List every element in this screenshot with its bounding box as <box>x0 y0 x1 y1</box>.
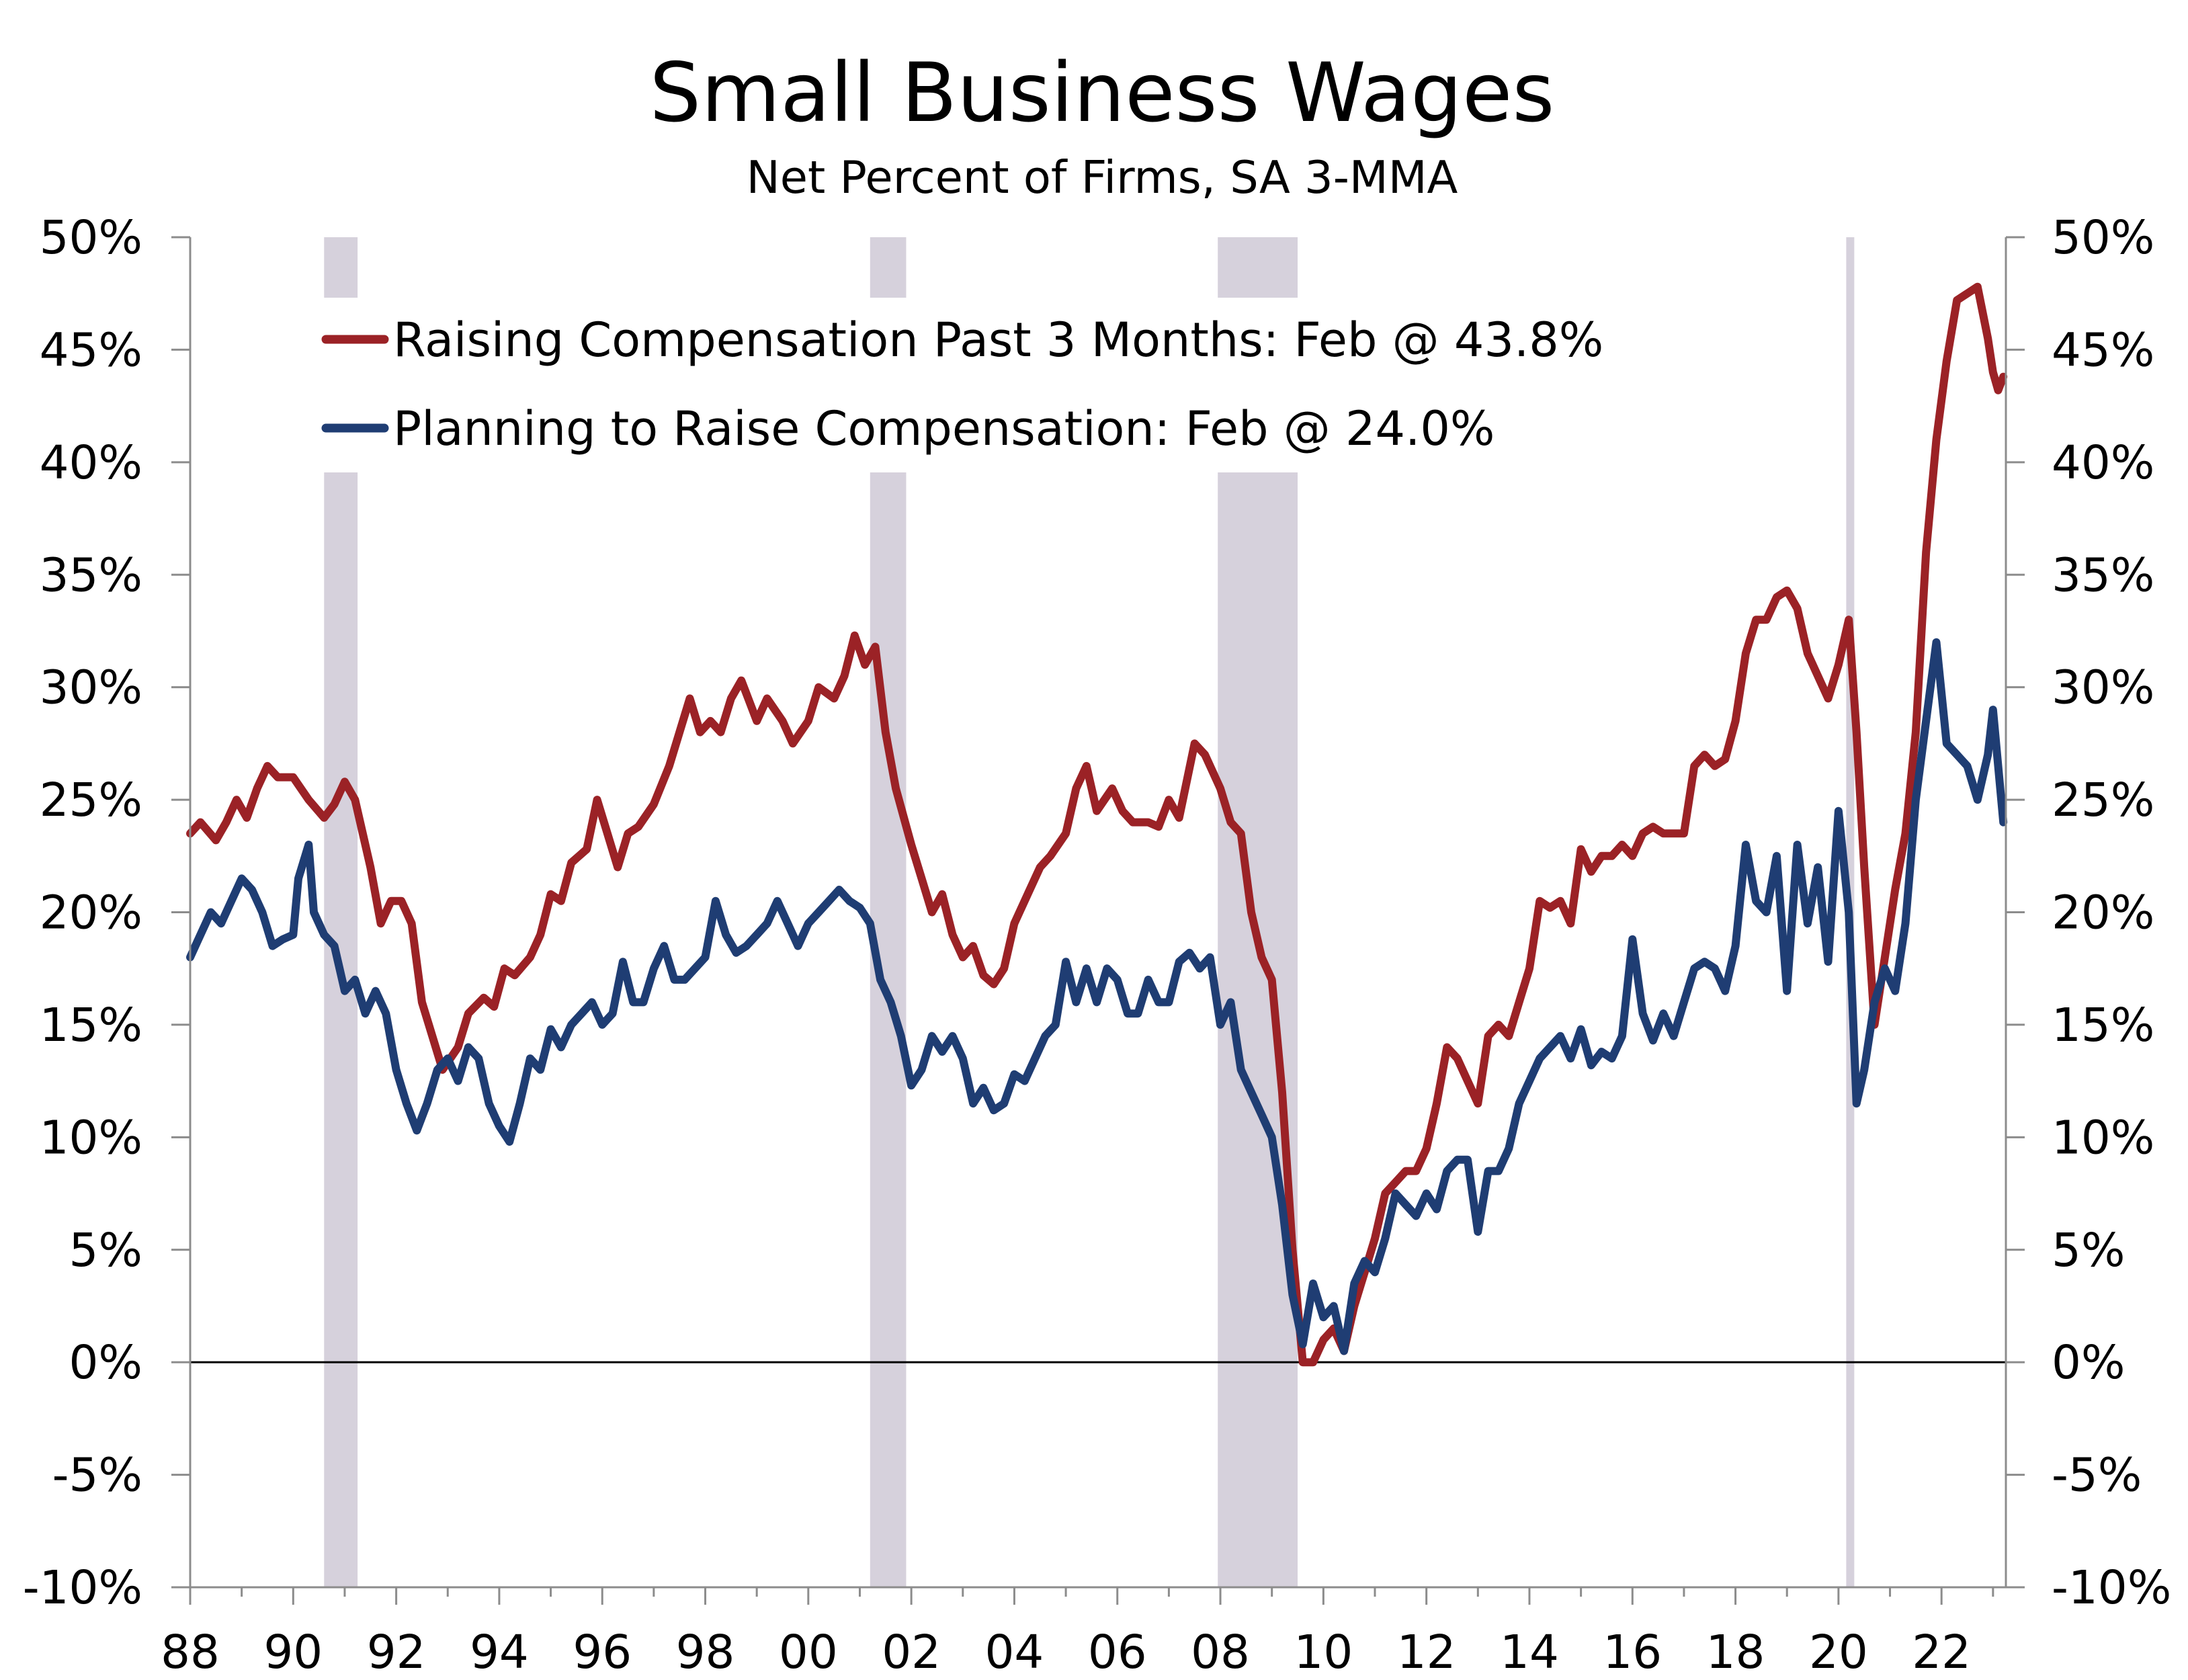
x-tick-label: 18 <box>1706 1626 1765 1679</box>
y-tick-label-right: 40% <box>2052 436 2154 490</box>
legend-label-raising: Raising Compensation Past 3 Months: Feb … <box>393 312 1603 368</box>
recession-band-1-top <box>870 237 907 298</box>
series-line-planning <box>186 638 2008 1355</box>
legend-label-planning: Planning to Raise Compensation: Feb @ 24… <box>393 401 1495 456</box>
series-lines <box>186 282 2008 1367</box>
y-tick-label-left: 0% <box>69 1336 142 1390</box>
x-tick-label: 04 <box>985 1626 1044 1679</box>
y-tick-label-left: 30% <box>40 661 142 715</box>
recession-band-2-bottom <box>1218 472 1298 1587</box>
y-tick-label-left: 25% <box>40 773 142 827</box>
x-tick-label: 20 <box>1809 1626 1868 1679</box>
x-tick-label: 98 <box>676 1626 735 1679</box>
x-tick-label: 10 <box>1294 1626 1353 1679</box>
chart-title: Small Business Wages <box>650 46 1555 140</box>
recession-band-0-top <box>324 237 358 298</box>
y-tick-label-right: -5% <box>2052 1449 2142 1503</box>
y-tick-label-right: 45% <box>2052 323 2154 377</box>
y-tick-label-right: -10% <box>2052 1561 2171 1615</box>
y-tick-label-right: 10% <box>2052 1111 2154 1165</box>
x-tick-label: 96 <box>573 1626 632 1679</box>
y-tick-label-right: 25% <box>2052 773 2154 827</box>
x-tick-label: 94 <box>470 1626 529 1679</box>
x-tick-label: 90 <box>263 1626 323 1679</box>
y-tick-label-right: 15% <box>2052 999 2154 1052</box>
y-tick-label-right: 35% <box>2052 548 2154 602</box>
legend: Raising Compensation Past 3 Months: Feb … <box>321 312 1603 456</box>
y-tick-label-left: -10% <box>23 1561 142 1615</box>
y-tick-label-left: 20% <box>40 886 142 940</box>
y-tick-label-left: 40% <box>40 436 142 490</box>
x-tick-label: 16 <box>1603 1626 1662 1679</box>
recession-bands <box>324 237 1855 1587</box>
x-tick-label: 92 <box>367 1626 426 1679</box>
y-tick-label-right: 5% <box>2052 1224 2125 1277</box>
y-tick-label-right: 0% <box>2052 1336 2125 1390</box>
y-tick-label-right: 20% <box>2052 886 2154 940</box>
x-tick-label: 12 <box>1397 1626 1456 1679</box>
chart-subtitle: Net Percent of Firms, SA 3-MMA <box>747 151 1458 204</box>
x-tick-label: 02 <box>882 1626 941 1679</box>
x-tick-label: 88 <box>161 1626 220 1679</box>
recession-band-0-bottom <box>324 472 358 1587</box>
y-tick-label-left: 10% <box>40 1111 142 1165</box>
y-tick-label-left: -5% <box>52 1449 142 1503</box>
y-tick-label-left: 5% <box>69 1224 142 1277</box>
y-tick-label-left: 45% <box>40 323 142 377</box>
x-tick-label: 00 <box>779 1626 838 1679</box>
x-tick-label: 06 <box>1088 1626 1147 1679</box>
x-tick-label: 14 <box>1500 1626 1559 1679</box>
x-tick-label: 22 <box>1912 1626 1971 1679</box>
y-tick-label-right: 50% <box>2052 211 2154 265</box>
axes: 50% 50% 45% 45% 40% 40% 35% 35% 30% 30% 25% 25% 20% 2… <box>23 211 2172 1679</box>
y-tick-label-left: 50% <box>40 211 142 265</box>
y-tick-label-right: 30% <box>2052 661 2154 715</box>
y-tick-label-left: 15% <box>40 999 142 1052</box>
y-tick-label-left: 35% <box>40 548 142 602</box>
x-tick-label: 08 <box>1191 1626 1250 1679</box>
series-line-raising <box>186 282 2008 1367</box>
recession-band-2-top <box>1218 237 1298 298</box>
